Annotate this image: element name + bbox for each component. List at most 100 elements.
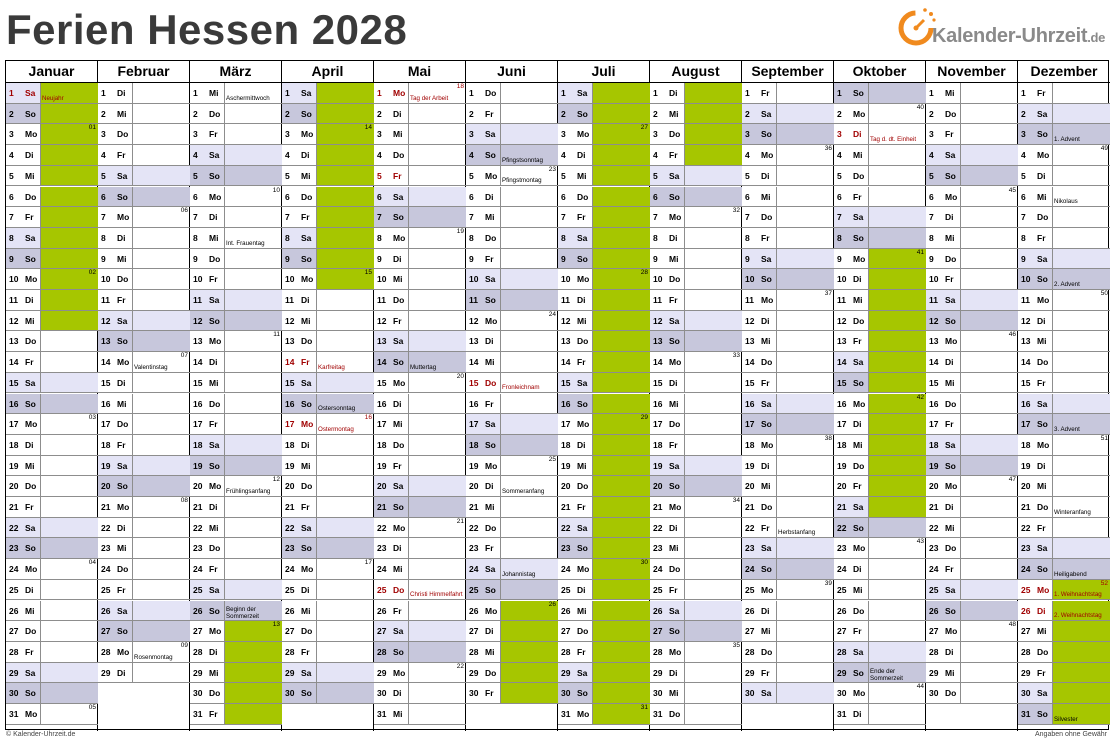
day-number: 18 bbox=[561, 439, 571, 450]
day-number: 12 bbox=[101, 315, 111, 326]
weekday-label: Do bbox=[117, 564, 129, 575]
holiday-cell bbox=[500, 434, 558, 455]
day-row: 9 Sa bbox=[742, 248, 834, 270]
holiday-cell bbox=[500, 393, 558, 414]
weekday-label: Mo bbox=[853, 398, 866, 409]
weekday-label: Fr bbox=[1037, 522, 1046, 533]
logo[interactable]: Kalender-Uhrzeit.de bbox=[896, 6, 1108, 54]
week-number: 51 bbox=[1100, 434, 1108, 442]
holiday-name: Tag d. dt. Einheit bbox=[870, 136, 917, 144]
day-number: 15 bbox=[929, 377, 939, 388]
holiday-cell bbox=[1052, 393, 1110, 414]
holiday-cell bbox=[408, 538, 466, 559]
day-number: 13 bbox=[837, 336, 847, 347]
day-row: 23 Mi bbox=[650, 538, 742, 560]
day-row: 13 Do bbox=[558, 331, 650, 353]
day-row: 24 Sa Johannistag bbox=[466, 559, 558, 580]
weekday-label: Mo bbox=[209, 626, 222, 637]
weekday-label: Do bbox=[669, 129, 681, 140]
holiday-cell bbox=[684, 579, 742, 600]
day-number: 23 bbox=[469, 543, 479, 554]
day-row: 21 Sa bbox=[834, 497, 926, 518]
day-row: 28 Do bbox=[1018, 641, 1110, 663]
holiday-cell bbox=[1052, 641, 1110, 662]
day-row: 6 Mi Nikolaus bbox=[1018, 186, 1110, 208]
day-row: 29 Mo 22 bbox=[374, 662, 466, 684]
weekday-label: Fr bbox=[669, 150, 678, 161]
day-number: 22 bbox=[469, 522, 479, 533]
day-number: 22 bbox=[653, 522, 663, 533]
holiday-cell bbox=[224, 476, 282, 496]
weekday-label: Di bbox=[117, 667, 126, 678]
day-number: 3 bbox=[469, 129, 474, 140]
weekday-label: Di bbox=[669, 377, 678, 388]
weekday-label: Mi bbox=[1037, 191, 1047, 202]
day-row: 3 Mo 01 bbox=[6, 124, 98, 146]
day-number: 23 bbox=[1021, 543, 1031, 554]
weekday-label: Fr bbox=[485, 398, 494, 409]
day-number: 18 bbox=[101, 439, 111, 450]
month-header: Oktober bbox=[834, 61, 925, 83]
holiday-cell bbox=[316, 517, 374, 538]
day-row: 6 So bbox=[650, 186, 742, 208]
weekday-label: Di bbox=[945, 502, 954, 512]
day-row: 14 Mo 33 bbox=[650, 352, 742, 373]
day-number: 15 bbox=[285, 377, 295, 388]
day-number: 7 bbox=[837, 212, 842, 223]
day-row: 15 Di bbox=[650, 372, 742, 394]
weekday-label: Mi bbox=[669, 108, 679, 119]
holiday-name: Johannistag bbox=[502, 570, 536, 578]
holiday-cell bbox=[1052, 290, 1110, 310]
day-number: 20 bbox=[285, 481, 295, 492]
day-row: 3 Mo 27 bbox=[558, 124, 650, 146]
day-number: 13 bbox=[9, 336, 19, 347]
day-number: 31 bbox=[653, 709, 663, 719]
day-row: 31 Mo 31 bbox=[558, 704, 650, 725]
weekday-label: Do bbox=[853, 315, 865, 326]
holiday-cell bbox=[960, 248, 1018, 269]
weekday-label: Di bbox=[393, 688, 402, 699]
day-row: 14 Fr bbox=[558, 352, 650, 373]
week-number: 05 bbox=[88, 704, 96, 711]
day-row: 12 Fr bbox=[374, 310, 466, 332]
week-number: 14 bbox=[364, 124, 372, 132]
weekday-label: Di bbox=[1037, 460, 1046, 471]
day-row: 24 Mo 30 bbox=[558, 559, 650, 580]
day-row: 14 Fr Karfreitag bbox=[282, 352, 374, 373]
day-number: 14 bbox=[653, 357, 663, 368]
weekday-label: Di bbox=[669, 232, 678, 243]
day-row: 17 Mi bbox=[374, 414, 466, 435]
day-row: 11 Fr bbox=[98, 290, 190, 311]
weekday-label: Di bbox=[485, 626, 494, 637]
holiday-cell bbox=[592, 621, 650, 641]
day-number: 16 bbox=[929, 398, 939, 409]
weekday-label: Di bbox=[25, 584, 34, 595]
weekday-label: So bbox=[853, 522, 864, 533]
day-row: 8 Di bbox=[98, 227, 190, 249]
day-number: 21 bbox=[193, 502, 203, 512]
day-number: 28 bbox=[101, 646, 111, 657]
logo-tld: .de bbox=[1087, 30, 1106, 45]
weekday-label: Sa bbox=[945, 584, 956, 595]
day-number: 30 bbox=[377, 688, 387, 699]
weekday-label: Mi bbox=[761, 191, 771, 202]
day-row: 3 Fr bbox=[926, 124, 1018, 146]
weekday-label: Fr bbox=[485, 108, 494, 119]
day-row: 8 Mo 19 bbox=[374, 227, 466, 249]
day-number: 30 bbox=[837, 688, 847, 699]
holiday-cell bbox=[132, 186, 190, 207]
day-row: 31 Mo 05 bbox=[6, 704, 98, 725]
weekday-label: Do bbox=[945, 253, 957, 264]
day-row: 17 Fr bbox=[926, 414, 1018, 435]
day-row: 29 Do bbox=[466, 662, 558, 684]
day-number: 22 bbox=[745, 522, 755, 533]
weekday-label: Fr bbox=[761, 522, 770, 533]
day-number: 25 bbox=[745, 584, 755, 595]
holiday-cell bbox=[316, 579, 374, 600]
day-row: 22 Fr bbox=[1018, 517, 1110, 539]
weekday-label: Mo bbox=[393, 667, 406, 678]
day-row: 4 Mi bbox=[834, 145, 926, 166]
day-row: 6 Mo 45 bbox=[926, 186, 1018, 208]
day-row: 27 Sa bbox=[374, 621, 466, 642]
day-number: 25 bbox=[193, 584, 203, 595]
